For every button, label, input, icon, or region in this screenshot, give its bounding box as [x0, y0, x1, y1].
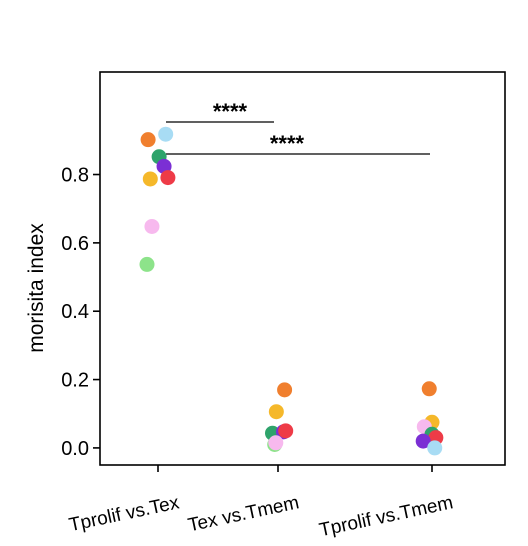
- x-category-label: Tprolif vs.Tmem: [317, 492, 455, 541]
- y-axis-title: morisita index: [25, 223, 48, 353]
- data-point: [158, 126, 174, 142]
- data-point: [421, 381, 437, 397]
- significance-label: ****: [270, 131, 305, 156]
- data-point: [144, 218, 160, 234]
- significance-label: ****: [213, 99, 248, 124]
- data-point: [415, 433, 431, 449]
- data-point: [140, 132, 156, 148]
- data-point: [427, 440, 443, 456]
- data-point: [139, 256, 155, 272]
- y-tick-label: 0.0: [61, 438, 89, 460]
- data-point: [156, 158, 172, 174]
- data-point: [160, 170, 176, 186]
- data-point: [277, 382, 293, 398]
- significance-annotations: **** ****: [166, 99, 430, 156]
- data-point: [278, 423, 294, 439]
- y-axis: 0.0 0.2 0.4 0.6 0.8: [61, 165, 100, 460]
- x-category-label: Tex vs.Tmem: [186, 492, 301, 536]
- x-axis: Tprolif vs.Tex Tex vs.Tmem Tprolif vs.Tmem: [67, 465, 455, 541]
- y-tick-label: 0.2: [61, 370, 89, 392]
- x-category-label: Tprolif vs.Tex: [67, 492, 181, 536]
- data-point: [268, 435, 284, 451]
- plot-frame: [99, 71, 506, 466]
- data-point: [268, 404, 284, 420]
- data-point: [142, 171, 158, 187]
- y-tick-label: 0.6: [61, 233, 89, 255]
- y-tick-label: 0.8: [61, 165, 89, 187]
- data-points: [139, 126, 444, 456]
- y-tick-label: 0.4: [61, 301, 89, 323]
